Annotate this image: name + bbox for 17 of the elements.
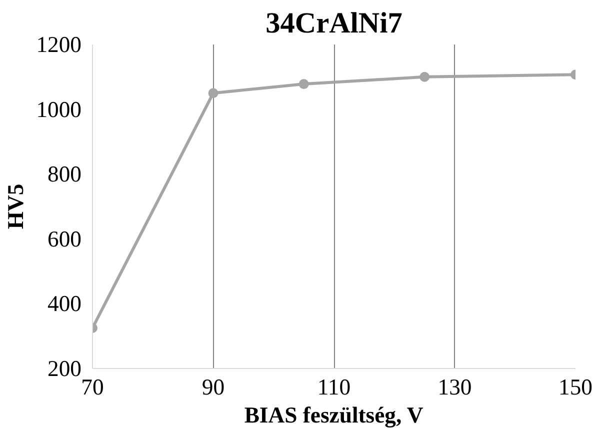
y-tick-label: 600 bbox=[48, 226, 82, 252]
y-tick-label: 200 bbox=[48, 356, 82, 381]
point bbox=[420, 72, 430, 82]
x-tick-label: 150 bbox=[558, 374, 592, 400]
chart-title: 34CrAlNi7 bbox=[266, 8, 402, 40]
y-tick-label: 400 bbox=[48, 291, 82, 316]
point bbox=[208, 88, 218, 98]
y-axis-title: HV5 bbox=[3, 184, 28, 230]
x-axis-title: BIAS feszültség, V bbox=[244, 402, 424, 428]
x-tick-label: 110 bbox=[317, 374, 351, 400]
x-tick-label: 130 bbox=[438, 374, 472, 400]
x-tick-label: 90 bbox=[202, 374, 225, 400]
y-tick-label: 1000 bbox=[36, 96, 82, 122]
y-tick-label: 1200 bbox=[36, 32, 82, 57]
y-tick-label: 800 bbox=[48, 162, 82, 187]
x-tick-label: 70 bbox=[81, 374, 104, 400]
point bbox=[298, 79, 309, 90]
